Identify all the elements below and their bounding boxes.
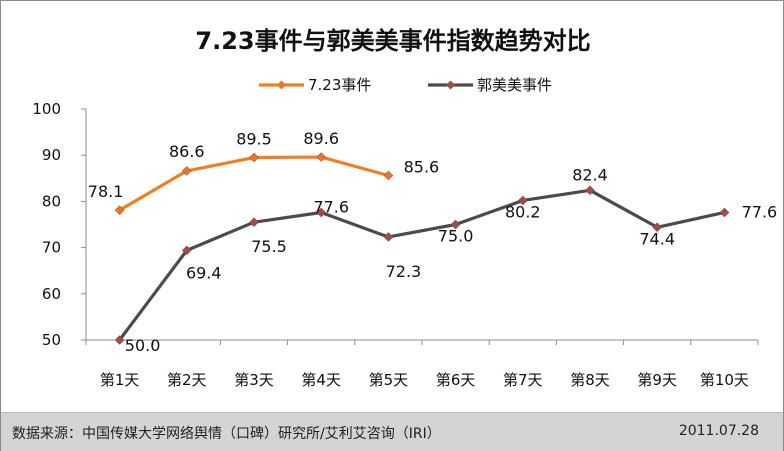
y-tick-label: 100 — [32, 100, 61, 118]
data-label: 89.5 — [236, 130, 272, 149]
y-tick-label: 90 — [42, 146, 61, 164]
data-label: 82.4 — [572, 165, 608, 184]
data-label: 77.6 — [313, 197, 349, 216]
x-tick-label: 第3天 — [234, 371, 274, 389]
data-label: 89.6 — [303, 129, 339, 148]
data-point-marker — [114, 335, 125, 345]
legend-marker — [446, 80, 455, 90]
data-label: 80.2 — [505, 202, 541, 221]
legend: 7.23事件 郭美美事件 — [259, 76, 552, 94]
legend-label: 7.23事件 — [308, 76, 371, 94]
data-label: 86.6 — [169, 142, 205, 161]
data-label: 78.1 — [88, 182, 124, 201]
series-layer — [114, 152, 730, 345]
x-tick-label: 第9天 — [637, 371, 677, 389]
footer-date: 2011.07.28 — [678, 423, 759, 439]
data-point-marker — [181, 245, 192, 256]
x-tick-label: 第6天 — [436, 371, 476, 389]
x-tick-label: 第10天 — [700, 371, 749, 389]
data-label: 69.4 — [186, 263, 222, 282]
data-point-marker — [316, 152, 327, 162]
x-tick-label: 第2天 — [167, 371, 207, 389]
x-tick-label: 第7天 — [503, 371, 543, 389]
data-point-marker — [652, 222, 663, 233]
data-point-marker — [383, 232, 394, 242]
data-point-marker — [383, 170, 394, 181]
axes: 50 60 70 80 90 100 第1天 第2天 第3天 第4天 第5天 第6天 第7天 第8天 第9天… — [32, 100, 759, 389]
data-point-marker — [249, 217, 259, 228]
data-point-marker — [249, 152, 259, 163]
data-label: 75.0 — [438, 227, 474, 246]
data-point-marker — [517, 195, 528, 206]
y-tick-label: 70 — [42, 239, 61, 257]
data-point-marker — [450, 219, 461, 230]
footer-source: 数据来源：中国传媒大学网络舆情（口碑）研究所/艾利艾咨询（IRI） — [12, 426, 441, 442]
data-labels: 50.0 69.4 75.5 77.6 72.3 75.0 80.2 82.4 74.4 77.6… — [88, 129, 777, 355]
data-point-marker — [719, 207, 730, 218]
data-label: 72.3 — [386, 262, 422, 281]
x-tick-label: 第4天 — [301, 371, 341, 389]
y-tick-label: 50 — [42, 331, 61, 349]
x-tick-label: 第8天 — [570, 371, 610, 389]
data-point-marker — [585, 185, 595, 196]
x-tick-label: 第5天 — [369, 371, 409, 389]
legend-label: 郭美美事件 — [477, 76, 552, 94]
chart: 7.23事件与郭美美事件指数趋势对比 7.23事件 郭美美事件 50 60 70 80 9… — [32, 27, 777, 389]
chart-title: 7.23事件与郭美美事件指数趋势对比 — [195, 27, 590, 55]
data-point-marker — [114, 205, 125, 216]
data-label: 75.5 — [251, 237, 287, 256]
legend-marker — [277, 80, 286, 90]
y-tick-label: 80 — [42, 192, 61, 210]
footer-bar: 数据来源：中国传媒大学网络舆情（口碑）研究所/艾利艾咨询（IRI） 2011.0… — [1, 412, 783, 451]
series-line-2 — [117, 188, 727, 342]
data-label: 77.6 — [742, 202, 778, 221]
data-point-marker — [316, 207, 327, 218]
data-label: 74.4 — [639, 229, 675, 248]
data-point-marker — [181, 166, 192, 176]
data-label: 50.0 — [125, 336, 161, 355]
data-label: 85.6 — [404, 158, 440, 177]
x-tick-label: 第1天 — [100, 371, 140, 389]
y-tick-label: 60 — [42, 285, 61, 303]
